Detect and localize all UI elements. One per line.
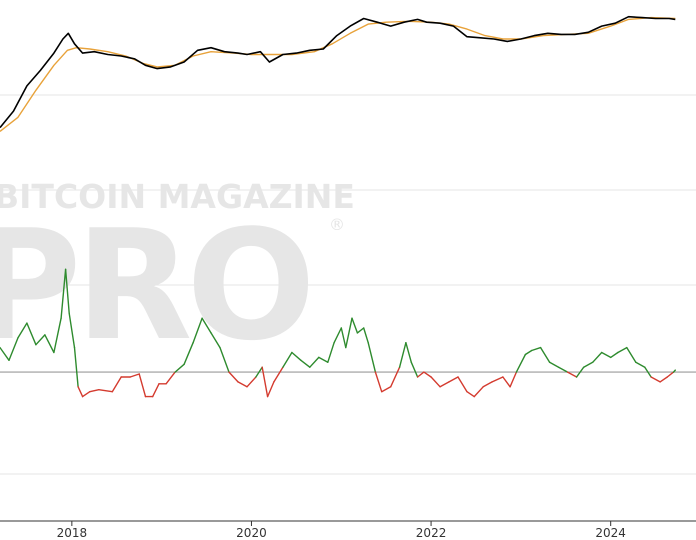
oscillator-segment	[77, 386, 84, 398]
oscillator-segment	[416, 371, 425, 378]
oscillator-segment	[165, 371, 176, 385]
oscillator-segment	[44, 334, 55, 354]
watermark-line2: PRO	[0, 197, 310, 374]
oscillator-segment	[659, 376, 668, 383]
price-panel	[0, 15, 676, 132]
oscillator-segment	[666, 371, 675, 378]
oscillator-segment	[300, 359, 311, 368]
oscillator-segment	[273, 366, 284, 383]
oscillator-panel	[0, 268, 696, 398]
oscillator-segment	[266, 381, 275, 398]
oscillator-segment	[327, 342, 335, 363]
oscillator-segment	[210, 332, 221, 349]
oscillator-segment	[644, 366, 652, 378]
oscillator-segment	[524, 349, 533, 356]
oscillator-segment	[291, 351, 302, 361]
oscillator-segment	[138, 373, 147, 398]
oscillator-segment	[8, 337, 19, 361]
oscillator-segment	[439, 381, 450, 388]
oscillator-segment	[650, 376, 661, 383]
oscillator-segment	[68, 312, 76, 349]
oscillator-segment	[566, 371, 578, 378]
oscillator-segment	[390, 366, 401, 388]
oscillator-segment	[367, 342, 377, 373]
watermark-registered-mark: ®	[329, 215, 345, 234]
oscillator-segment	[35, 334, 46, 346]
oscillator-segment	[381, 386, 392, 393]
oscillator-segment	[515, 353, 527, 373]
oscillator-segment	[482, 381, 493, 388]
oscillator-segment	[531, 346, 542, 352]
x-tick-label: 2024	[595, 526, 626, 540]
oscillator-segment	[219, 346, 230, 373]
oscillator-segment	[356, 327, 365, 334]
oscillator-segment	[318, 356, 329, 363]
oscillator-segment	[448, 376, 459, 383]
oscillator-segment	[98, 389, 114, 393]
x-tick-label: 2022	[416, 526, 447, 540]
oscillator-segment	[405, 342, 412, 363]
watermark: BITCOIN MAGAZINE PRO ®	[0, 177, 355, 374]
watermark-line1: BITCOIN MAGAZINE	[0, 177, 355, 216]
oscillator-segment	[333, 327, 342, 344]
oscillator-segment	[398, 342, 407, 368]
oscillator-segment	[575, 366, 585, 378]
oscillator-segment	[423, 371, 432, 378]
oscillator-segment	[466, 391, 475, 398]
oscillator-segment	[282, 351, 293, 368]
oscillator-segment	[81, 391, 91, 398]
oscillator-segment	[539, 346, 551, 363]
oscillator-segment	[601, 351, 612, 359]
oscillator-segment	[592, 351, 603, 363]
oscillator-segment	[255, 366, 263, 378]
oscillator-segment	[617, 346, 628, 354]
x-tick-label: 2018	[57, 526, 88, 540]
oscillator-segment	[129, 373, 140, 378]
oscillator-segment	[151, 383, 160, 398]
oscillator-segment	[60, 268, 67, 319]
x-tick-label: 2020	[236, 526, 267, 540]
oscillator-segment	[610, 351, 619, 359]
oscillator-segment	[548, 361, 560, 368]
oscillator-segment	[491, 376, 504, 383]
oscillator-segment	[89, 389, 100, 393]
moving-average-series-line	[0, 16, 676, 132]
oscillator-segment	[672, 369, 676, 373]
oscillator-segment	[473, 386, 484, 398]
oscillator-segment	[374, 371, 383, 393]
oscillator-segment	[246, 376, 257, 388]
oscillator-segment	[174, 363, 185, 373]
oscillator-segment	[509, 371, 518, 388]
oscillator-segment	[351, 317, 359, 334]
oscillator-segment	[583, 361, 594, 368]
oscillator-segment	[309, 356, 320, 368]
price-series-line	[0, 15, 676, 129]
oscillator-segment	[410, 361, 419, 378]
oscillator-segment	[26, 322, 37, 346]
oscillator-segment	[53, 317, 62, 354]
oscillator-segment	[237, 381, 248, 388]
oscillator-segment	[64, 268, 70, 314]
oscillator-segment	[430, 376, 441, 388]
oscillator-segment	[111, 376, 122, 393]
grid-lines	[0, 94, 696, 475]
oscillator-segment	[635, 361, 646, 368]
oscillator-segment	[457, 376, 468, 393]
oscillator-segment	[228, 371, 239, 383]
oscillator-segment	[17, 322, 28, 339]
oscillator-segment	[345, 317, 353, 349]
oscillator-segment	[363, 327, 369, 344]
oscillator-segment	[502, 376, 511, 388]
oscillator-segment	[340, 327, 347, 349]
oscillator-segment	[626, 346, 637, 363]
oscillator-segment	[73, 346, 79, 388]
oscillator-segment	[261, 366, 269, 398]
oscillator-segment	[201, 317, 212, 334]
oscillator-segment	[0, 346, 10, 361]
oscillator-segment	[557, 366, 569, 373]
oscillator-segment	[183, 342, 194, 365]
oscillator-segment	[192, 317, 203, 344]
x-axis-ticks: 2018 2020 2022 2024	[57, 521, 626, 540]
